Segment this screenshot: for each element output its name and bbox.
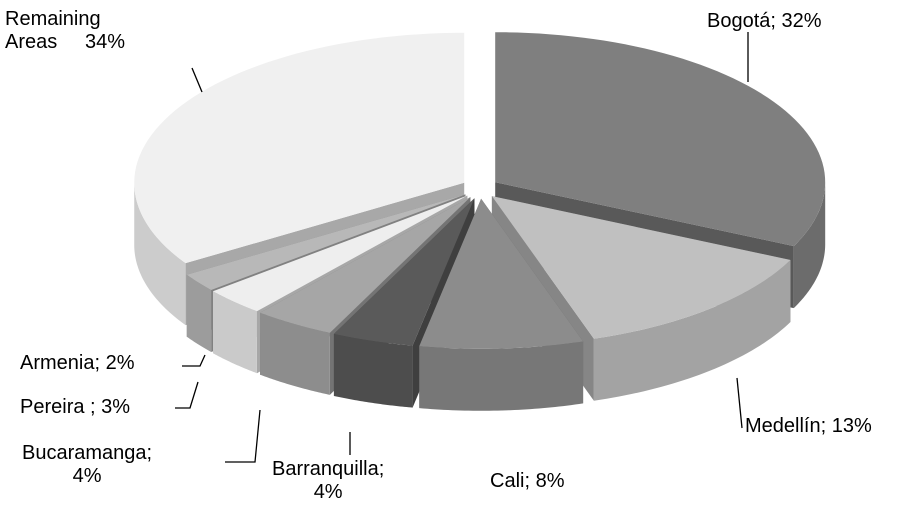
data-label: Cali; 8% xyxy=(490,470,565,492)
data-label: Pereira ; 3% xyxy=(20,396,131,418)
data-label: Bucaramanga; 4% xyxy=(22,442,153,487)
slice-side xyxy=(419,341,584,411)
leader-line xyxy=(225,409,261,463)
slice xyxy=(333,198,475,346)
leader-line xyxy=(182,354,206,367)
data-label: Medellín; 13% xyxy=(745,415,872,437)
slice xyxy=(491,196,791,339)
leader-line xyxy=(175,381,199,409)
slice-side xyxy=(186,274,212,352)
data-label: Bogotá; 32% xyxy=(707,10,822,32)
data-label: Barranquilla; 4% xyxy=(272,458,385,503)
slice xyxy=(495,32,826,247)
slice-side xyxy=(213,291,257,374)
slice-side xyxy=(333,333,413,408)
slice-side xyxy=(134,182,186,326)
data-label: Armenia; 2% xyxy=(20,352,135,374)
leader-line xyxy=(736,377,743,429)
slice xyxy=(134,32,465,264)
slice xyxy=(186,194,466,290)
data-label: Remaining Areas 34% xyxy=(5,8,126,53)
slice xyxy=(213,195,468,312)
slice-side xyxy=(260,312,330,395)
slice-side xyxy=(593,259,791,401)
slice-side xyxy=(793,182,826,309)
leader-line xyxy=(191,67,203,93)
slice xyxy=(419,198,584,349)
slice xyxy=(260,197,471,333)
